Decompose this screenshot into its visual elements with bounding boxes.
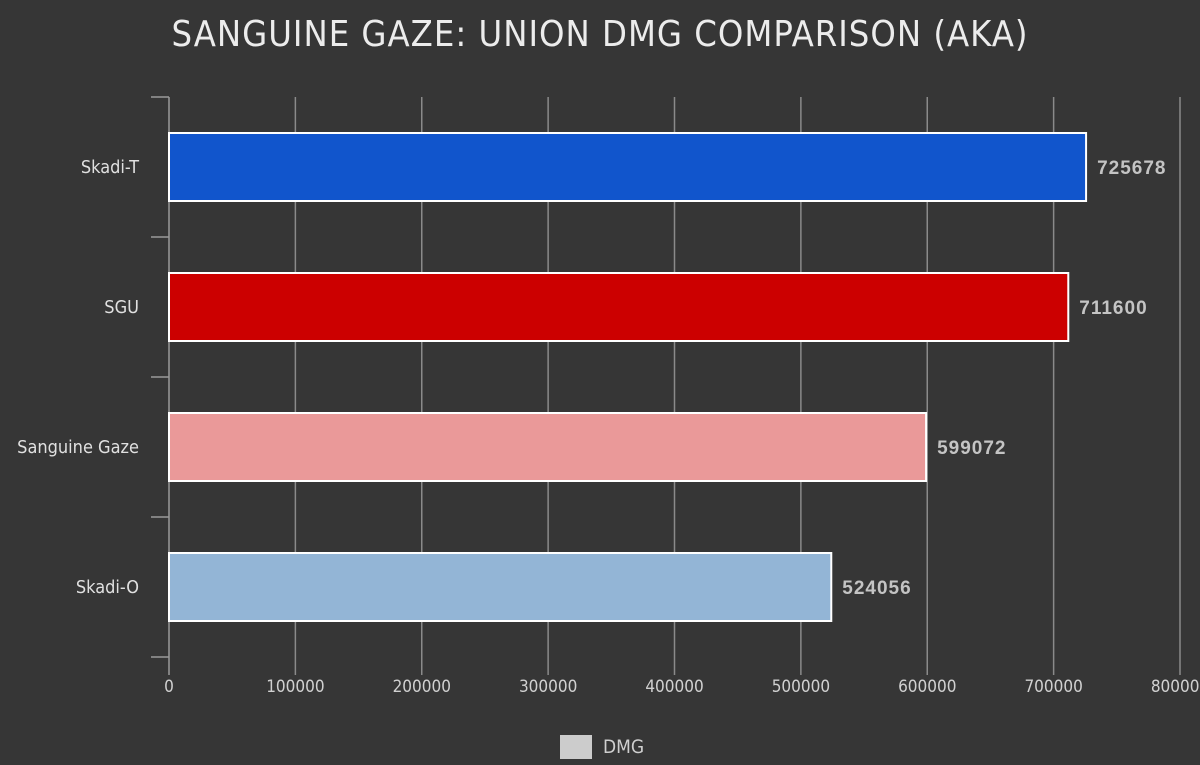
x-tick-label: 100000 bbox=[266, 677, 324, 697]
category-label: SGU bbox=[104, 297, 139, 318]
x-tick-label: 500000 bbox=[772, 677, 830, 697]
category-label: Skadi-T bbox=[81, 157, 139, 178]
x-tick-label: 400000 bbox=[645, 677, 703, 697]
legend: DMG bbox=[560, 735, 644, 759]
x-tick-label: 700000 bbox=[1024, 677, 1082, 697]
x-tick-label: 600000 bbox=[898, 677, 956, 697]
bar bbox=[168, 272, 1070, 342]
x-tick-label: 200000 bbox=[393, 677, 451, 697]
chart-title: SANGUINE GAZE: UNION DMG COMPARISON (AKA… bbox=[171, 14, 1029, 55]
x-tick-label: 0 bbox=[164, 677, 174, 697]
x-tick-label: 800000 bbox=[1151, 677, 1200, 697]
category-label: Sanguine Gaze bbox=[17, 437, 139, 458]
bar bbox=[168, 552, 833, 622]
legend-label: DMG bbox=[603, 736, 645, 758]
category-label: Skadi-O bbox=[76, 577, 139, 598]
bar bbox=[168, 412, 928, 482]
data-label: 599072 bbox=[937, 438, 1006, 459]
legend-swatch bbox=[560, 735, 592, 759]
x-tick-label: 300000 bbox=[519, 677, 577, 697]
data-label: 725678 bbox=[1097, 158, 1166, 179]
bar bbox=[168, 132, 1088, 202]
data-label: 524056 bbox=[842, 578, 911, 599]
data-label: 711600 bbox=[1079, 298, 1147, 319]
